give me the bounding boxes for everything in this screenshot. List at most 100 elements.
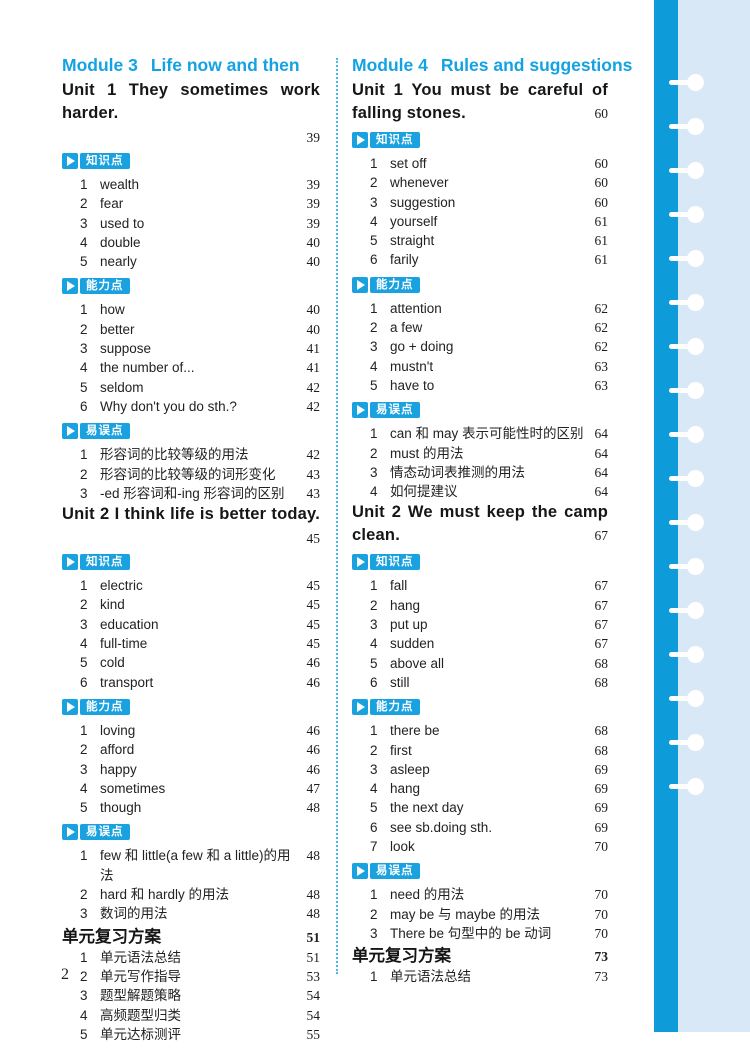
toc-item-number: 2	[80, 597, 88, 613]
toc-item-label: sometimes	[100, 780, 166, 796]
toc-item-number: 2	[370, 742, 378, 758]
toc-item-number: 6	[80, 398, 88, 414]
toc-item-number: 2	[370, 906, 378, 922]
toc-item-label: see sb.doing sth.	[390, 819, 493, 835]
triangle-glyph	[357, 702, 365, 713]
toc-item-page-number: 61	[594, 233, 609, 249]
toc-item: 6 still 68	[352, 673, 608, 692]
toc-item-number: 6	[80, 674, 88, 690]
toc-item-number: 1	[370, 578, 378, 594]
toc-item-label: look	[390, 839, 415, 855]
binder-pin-stem	[669, 783, 697, 789]
unit-title-text: harder.	[62, 104, 119, 122]
binder-pin-stem	[669, 167, 697, 173]
toc-item: 1 can 和 may 表示可能性时的区别 64	[352, 424, 608, 443]
toc-item-label: above all	[390, 655, 445, 671]
toc-item-page-number: 39	[306, 196, 321, 212]
toc-item-label: go + doing	[390, 339, 454, 355]
section-badge-error-prone-points: 易误点	[62, 824, 320, 841]
toc-item-number: 1	[370, 426, 378, 442]
toc-item-label: the next day	[390, 800, 464, 816]
toc-item-page-number: 40	[306, 321, 321, 337]
toc-item-page-number: 46	[306, 742, 321, 758]
triangle-glyph	[67, 557, 75, 568]
toc-item-page-number: 68	[594, 723, 609, 739]
toc-item-page-number: 70	[594, 887, 609, 903]
toc-item: 1 electric 45	[62, 576, 320, 595]
toc-item-number: 3	[370, 617, 378, 633]
toc-item-label: 单元语法总结	[390, 969, 471, 985]
section-badge-label: 能力点	[370, 276, 420, 293]
binder-pin-stem	[669, 607, 697, 613]
toc-item-label: put up	[390, 617, 428, 633]
toc-item-label: 题型解题策略	[100, 988, 181, 1004]
section-badge-label: 能力点	[80, 698, 130, 715]
triangle-glyph	[67, 156, 75, 166]
section-badge-label: 易误点	[80, 824, 130, 841]
section-badge-label: 易误点	[370, 863, 420, 880]
binder-pin-head	[687, 777, 704, 795]
play-arrow-icon	[352, 554, 368, 571]
toc-item-label: seldom	[100, 379, 144, 395]
binder-pin-head	[687, 733, 704, 751]
toc-item-page-number: 47	[306, 780, 321, 796]
binder-pin-stem	[669, 387, 697, 393]
unit-title-line: Unit 2 I think life is better today.	[62, 505, 320, 524]
toc-item-number: 2	[370, 175, 378, 191]
toc-item-page-number: 63	[594, 358, 609, 374]
toc-item-page-number: 40	[306, 302, 321, 318]
toc-item-number: 4	[80, 780, 88, 796]
toc-item-number: 6	[370, 819, 378, 835]
toc-item-label: education	[100, 616, 159, 632]
section-badge-label: 知识点	[80, 153, 130, 169]
review-heading-label: 单元复习方案	[352, 947, 451, 966]
toc-item: 1 形容词的比较等级的用法 42	[62, 445, 320, 464]
toc-item-page-number: 46	[306, 674, 321, 690]
module-heading: Module 3 Life now and then	[62, 54, 320, 77]
toc-item-number: 3	[80, 215, 88, 231]
toc-item-page-number: 46	[306, 761, 321, 777]
play-arrow-icon	[62, 698, 78, 715]
toc-item-page-number: 54	[306, 988, 321, 1004]
toc-item-page-number: 62	[594, 300, 609, 316]
triangle-glyph	[67, 281, 75, 292]
toc-item-label: cold	[100, 655, 125, 671]
unit-heading: Unit 1 They sometimes work harder. 39	[62, 79, 320, 146]
toc-item-label: must 的用法	[390, 445, 464, 461]
toc-item-label: set off	[390, 156, 427, 171]
toc-item-label: happy	[100, 761, 137, 777]
unit-title-line: Unit 1 You must be careful of	[352, 81, 608, 99]
triangle-glyph	[357, 557, 365, 568]
unit-page-number: 60	[594, 106, 609, 121]
section-badge-knowledge-points: 知识点	[352, 554, 608, 571]
toc-item-number: 5	[80, 655, 88, 671]
binder-pin-head	[687, 205, 704, 223]
toc-item-number: 2	[80, 887, 88, 903]
toc-item-page-number: 68	[594, 742, 609, 758]
toc-item-number: 4	[80, 1007, 88, 1023]
toc-item-page-number: 55	[306, 1026, 321, 1042]
section-badge-ability-points: 能力点	[62, 278, 320, 295]
toc-item: 2 hard 和 hardly 的用法 48	[62, 885, 320, 904]
triangle-glyph	[67, 426, 75, 437]
toc-item-label: hang	[390, 781, 421, 797]
toc-item-label: double	[100, 234, 141, 250]
toc-item: 6 Why don't you do sth.? 42	[62, 397, 320, 416]
section-badge-label: 知识点	[80, 554, 130, 571]
toc-item-page-number: 41	[306, 360, 321, 376]
toc-item-label: Why don't you do sth.?	[100, 398, 237, 414]
toc-item-number: 4	[370, 213, 378, 229]
toc-item-page-number: 41	[306, 341, 321, 357]
toc-item-label: farily	[390, 252, 419, 268]
toc-item-page-number: 54	[306, 1007, 321, 1023]
toc-item: 2 may be 与 maybe 的用法 70	[352, 905, 608, 924]
toc-item: 1 单元语法总结 73	[352, 967, 608, 986]
toc-item-label: electric	[100, 578, 143, 594]
section-badge-label: 易误点	[370, 402, 420, 419]
toc-item: 3 情态动词表推测的用法 64	[352, 463, 608, 482]
toc-item-label: 数词的用法	[100, 906, 168, 922]
binder-pin-stem	[669, 695, 697, 701]
toc-item: 5 though 48	[62, 798, 320, 817]
toc-item-page-number: 43	[306, 466, 321, 482]
play-arrow-icon	[352, 699, 368, 716]
